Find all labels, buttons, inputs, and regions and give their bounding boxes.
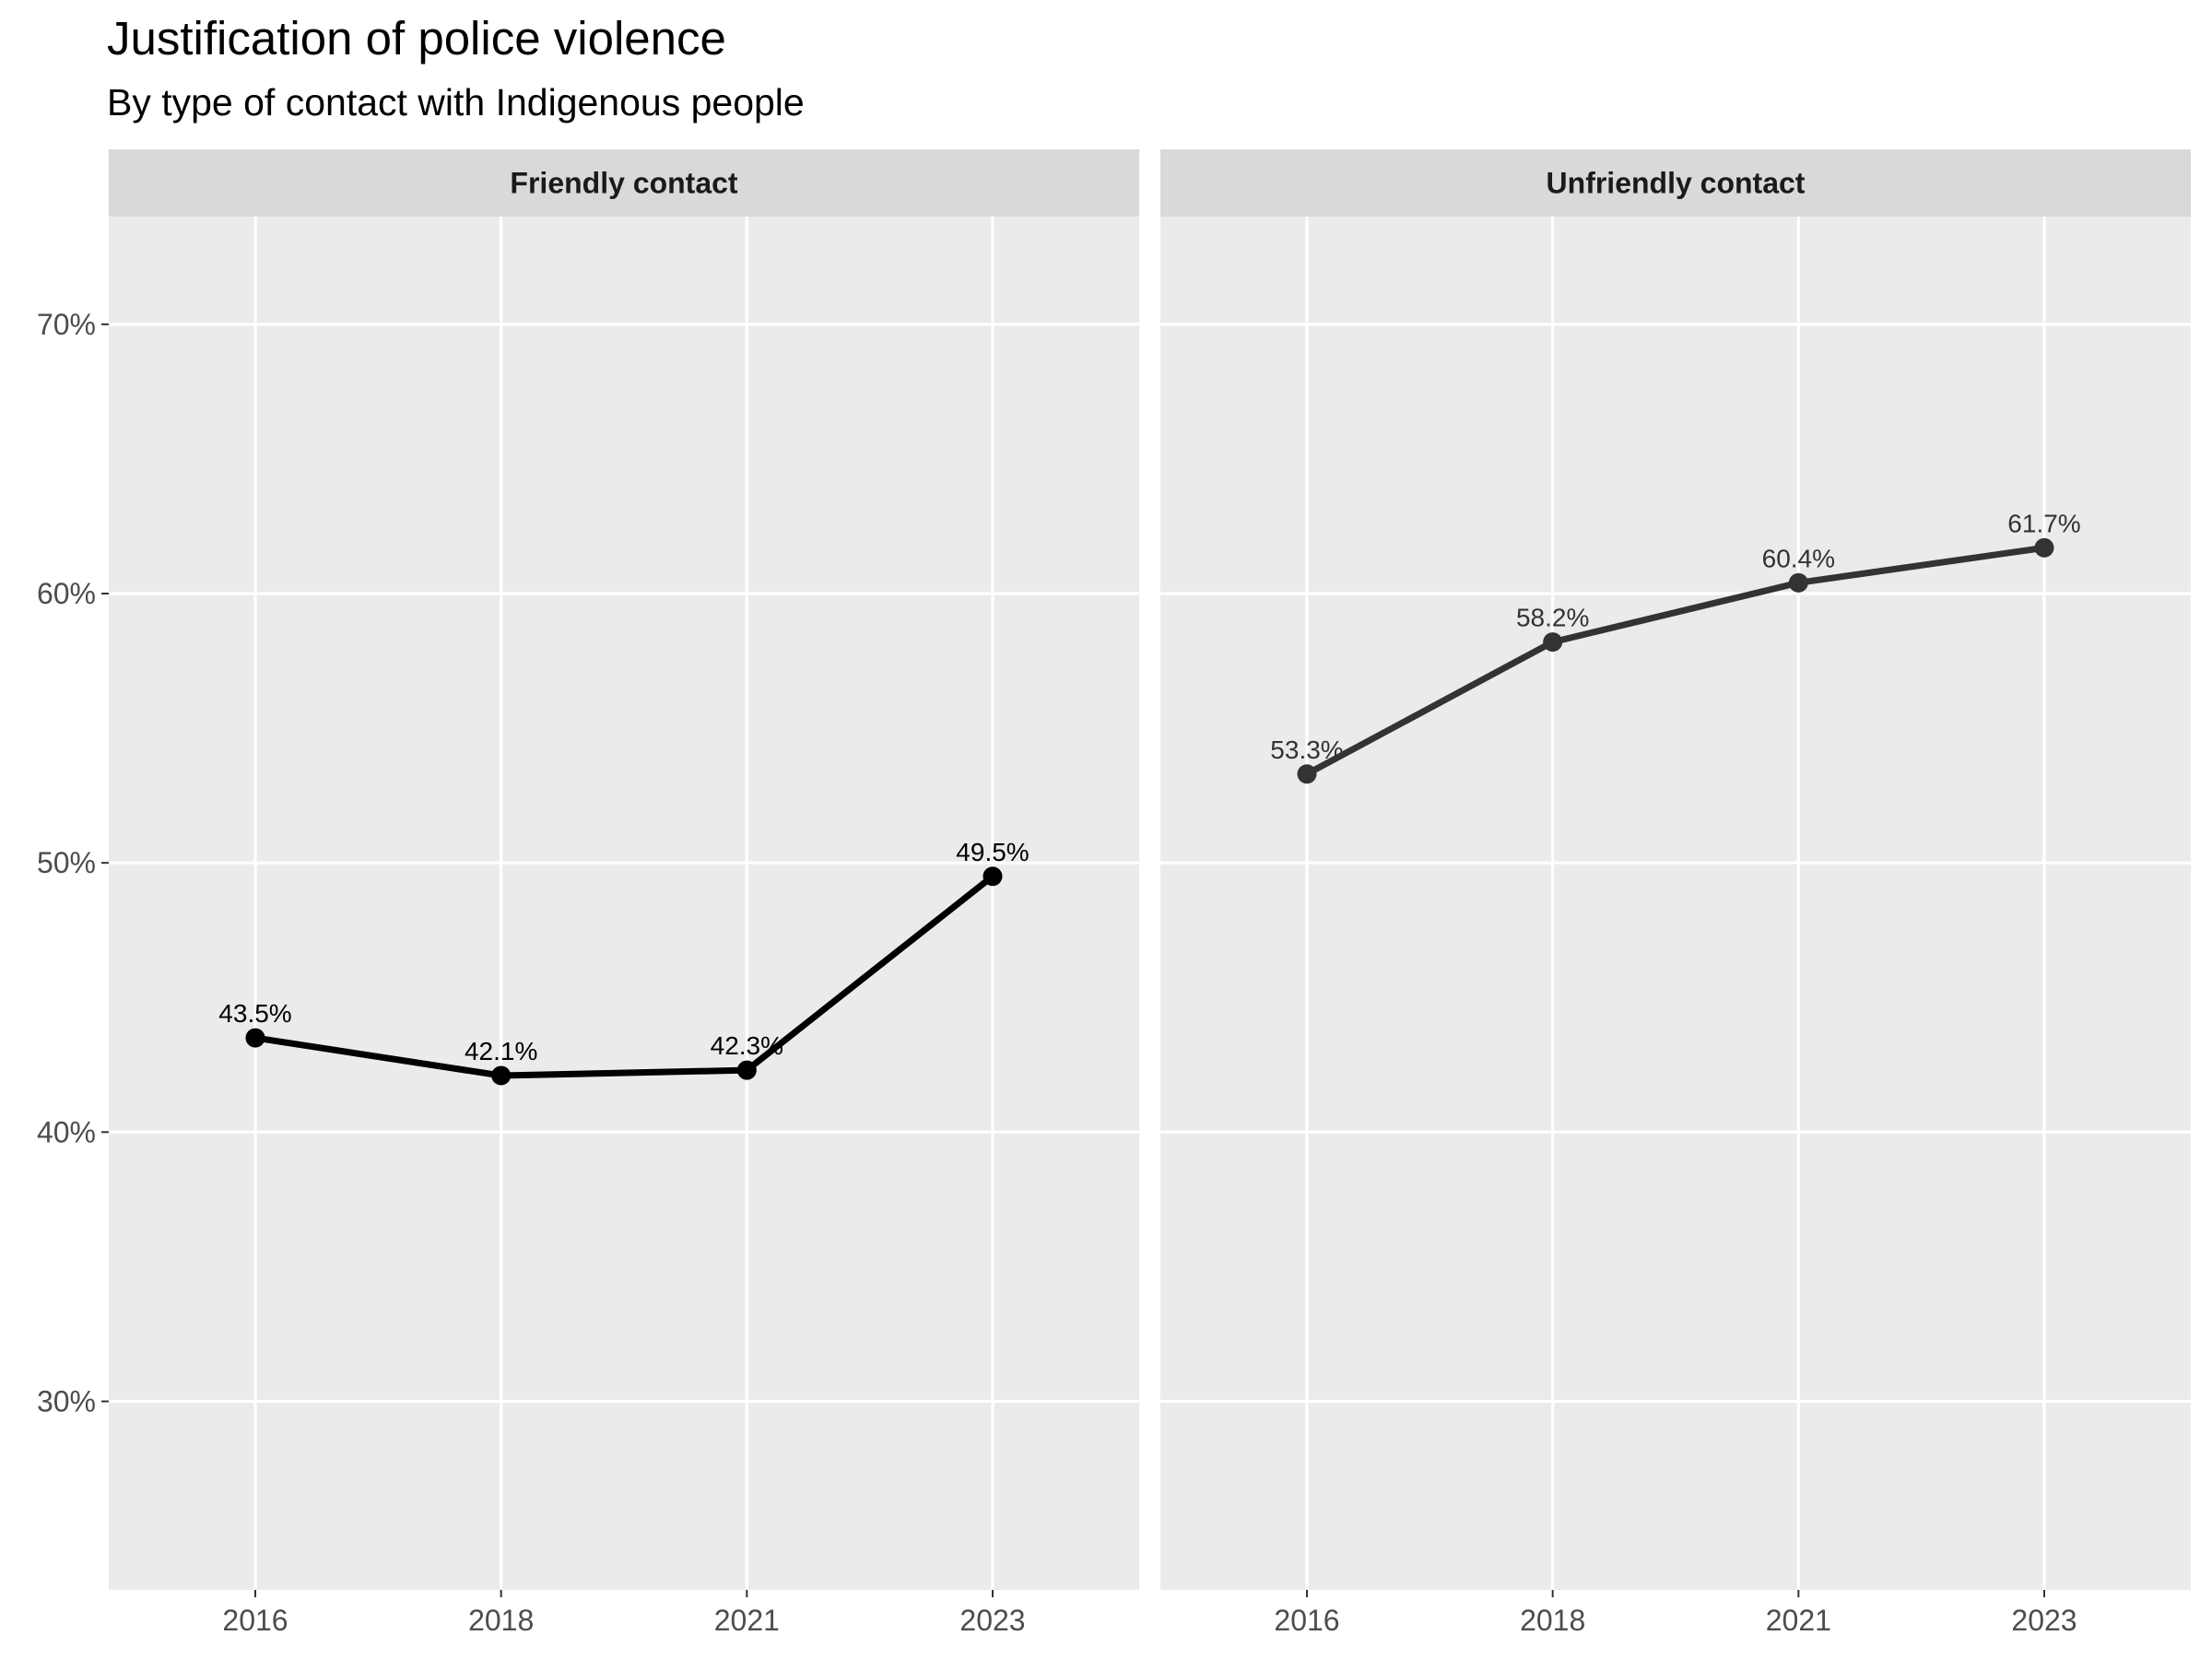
facet-strip-label: Friendly contact (510, 167, 738, 200)
data-label: 42.3% (711, 1031, 783, 1060)
data-label: 61.7% (2007, 509, 2080, 537)
data-label: 42.1% (465, 1037, 537, 1065)
panel-background (1160, 217, 2191, 1590)
data-point (2034, 537, 2054, 558)
data-label: 43.5% (218, 999, 291, 1028)
y-tick-label: 60% (37, 577, 96, 610)
series-line (252, 873, 996, 1079)
data-point (736, 1060, 757, 1080)
chart-title: Justification of police violence (107, 12, 726, 65)
x-tick-label: 2021 (1766, 1604, 1831, 1637)
y-tick-label: 40% (37, 1115, 96, 1148)
data-point (1543, 632, 1563, 653)
x-tick-label: 2016 (222, 1604, 288, 1637)
x-tick-label: 2018 (468, 1604, 534, 1637)
facet-strip-label: Unfriendly contact (1547, 167, 1806, 200)
series-line (1303, 544, 2048, 778)
data-point (1788, 572, 1808, 593)
chart-subtitle: By type of contact with Indigenous peopl… (107, 81, 805, 124)
y-tick-label: 30% (37, 1384, 96, 1418)
x-tick-label: 2018 (1520, 1604, 1585, 1637)
data-label: 58.2% (1516, 604, 1589, 632)
x-tick-label: 2021 (714, 1604, 780, 1637)
y-tick-label: 70% (37, 308, 96, 341)
data-point (491, 1065, 512, 1086)
panel-background (109, 217, 1139, 1590)
data-label: 60.4% (1762, 544, 1835, 572)
x-tick-label: 2023 (2011, 1604, 2077, 1637)
y-tick-label: 50% (37, 846, 96, 879)
x-tick-label: 2023 (959, 1604, 1025, 1637)
data-label: 53.3% (1270, 735, 1343, 764)
facet-strip (1160, 149, 2191, 217)
data-point (1297, 764, 1317, 784)
data-point (982, 866, 1003, 887)
data-point (245, 1028, 265, 1048)
x-tick-label: 2016 (1274, 1604, 1339, 1637)
data-label: 49.5% (956, 838, 1029, 866)
facet-strip (109, 149, 1139, 217)
